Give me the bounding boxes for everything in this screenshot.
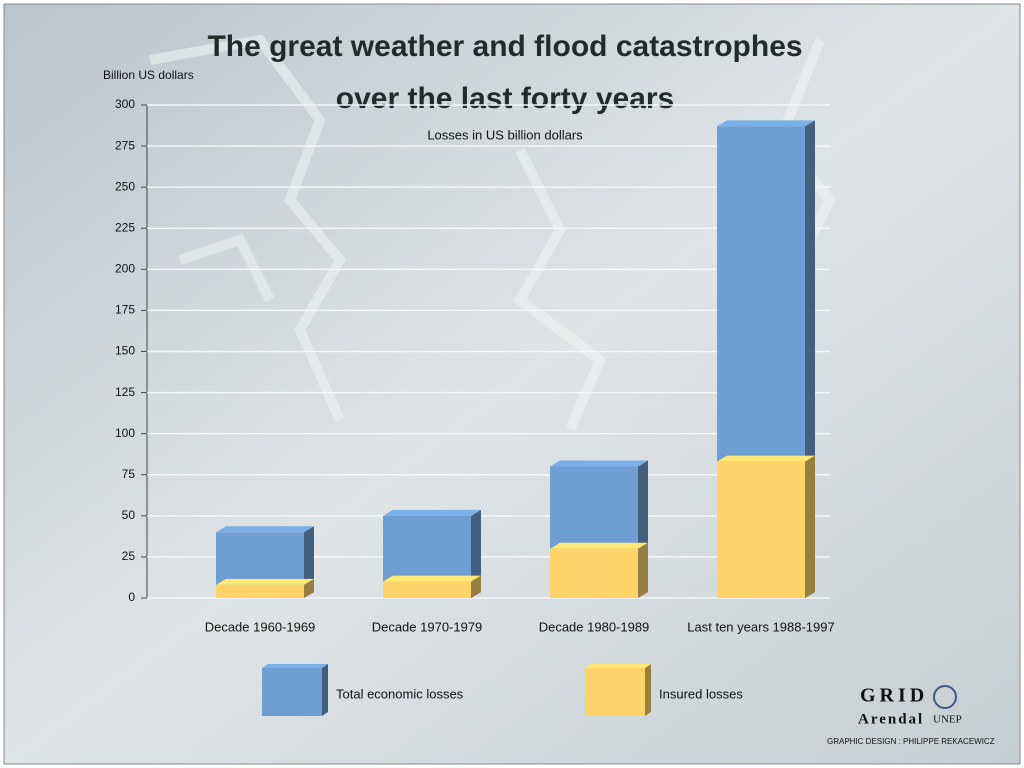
bar-top <box>383 509 481 516</box>
bar <box>717 461 805 598</box>
y-axis-label: Billion US dollars <box>103 68 194 82</box>
y-tick-label: 75 <box>122 467 136 481</box>
bar-top <box>550 542 648 549</box>
y-tick-label: 50 <box>122 508 136 522</box>
x-tick-label: Decade 1970-1979 <box>372 619 483 634</box>
legend-label: Insured losses <box>659 686 743 701</box>
chart-subtitle: Losses in US billion dollars <box>427 127 583 142</box>
y-tick-label: 175 <box>115 303 135 317</box>
x-tick-label: Last ten years 1988-1997 <box>687 619 834 634</box>
bar-side <box>304 578 314 598</box>
y-tick-label: 150 <box>115 344 135 358</box>
chart-title: over the last forty years <box>336 82 674 115</box>
logo: GRID <box>860 685 928 707</box>
bar-top <box>717 455 815 462</box>
legend-top <box>262 664 328 668</box>
bar-top <box>717 120 815 127</box>
bar <box>216 584 304 598</box>
y-tick-label: 300 <box>115 97 135 111</box>
y-tick-label: 100 <box>115 426 135 440</box>
legend-top <box>585 664 651 668</box>
y-tick-label: 275 <box>115 138 135 152</box>
bar-side <box>638 542 648 598</box>
bar-top <box>383 575 481 582</box>
logo-place: Arendal <box>858 711 924 727</box>
bar-top <box>216 526 314 533</box>
y-tick-label: 225 <box>115 220 135 234</box>
y-tick-label: 0 <box>128 590 135 604</box>
y-tick-label: 25 <box>122 549 136 563</box>
legend-side <box>322 664 328 716</box>
unep-emblem <box>933 685 957 709</box>
bar-top <box>216 578 314 585</box>
bar <box>383 581 471 598</box>
legend-swatch <box>262 668 322 716</box>
chart-title: The great weather and flood catastrophes <box>207 30 802 63</box>
x-tick-label: Decade 1980-1989 <box>539 619 650 634</box>
legend-swatch <box>585 668 645 716</box>
y-tick-label: 200 <box>115 262 135 276</box>
background <box>3 3 1021 765</box>
bar-side <box>805 455 815 598</box>
credit: GRAPHIC DESIGN : PHILIPPE REKACEWICZ <box>827 737 995 746</box>
org: UNEP <box>933 714 962 726</box>
y-tick-label: 125 <box>115 385 135 399</box>
legend-side <box>645 664 651 716</box>
bar-top <box>550 460 648 467</box>
bar <box>550 548 638 598</box>
x-tick-label: Decade 1960-1969 <box>205 619 316 634</box>
y-tick-label: 250 <box>115 179 135 193</box>
bar-side <box>471 575 481 598</box>
legend-label: Total economic losses <box>336 686 464 701</box>
